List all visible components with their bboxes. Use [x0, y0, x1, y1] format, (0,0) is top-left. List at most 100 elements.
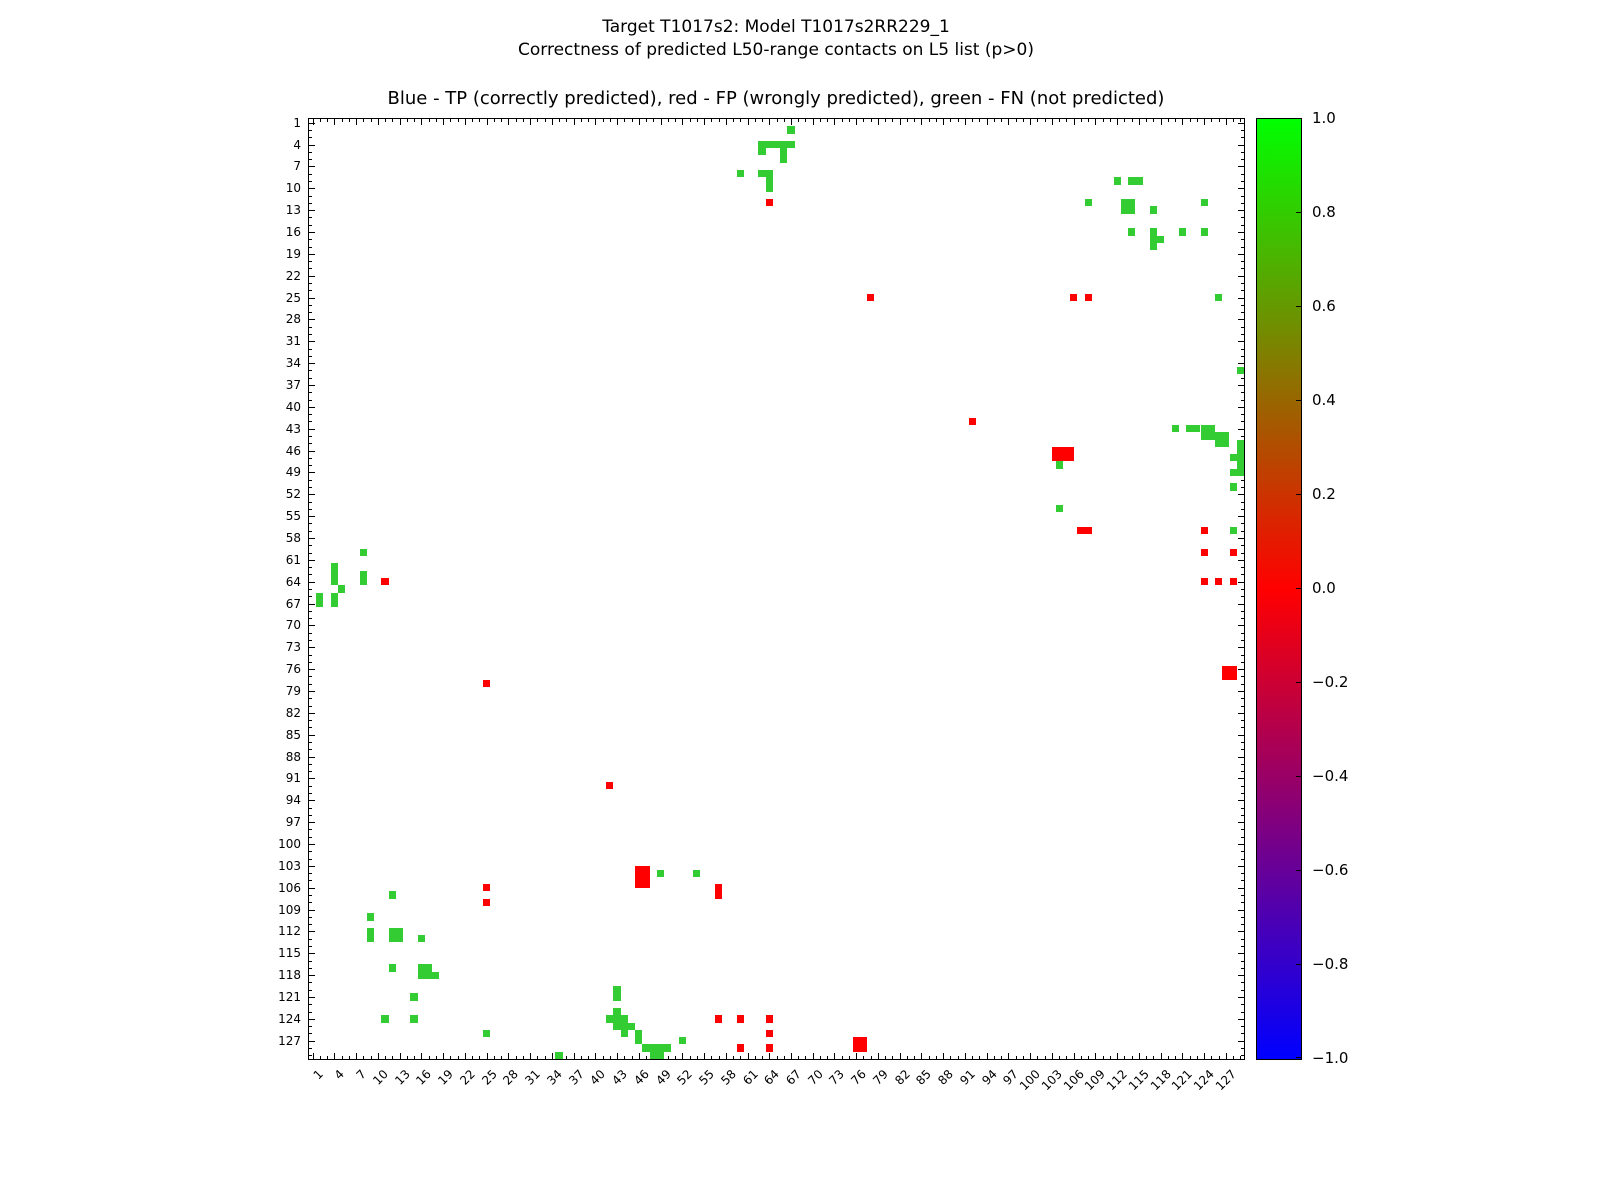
y-minor-tick	[1241, 924, 1244, 926]
contact-marker	[627, 1022, 636, 1030]
y-minor-tick	[1241, 333, 1244, 335]
y-minor-tick	[1241, 727, 1244, 729]
y-minor-tick	[309, 414, 312, 416]
x-minor-tick	[805, 1056, 807, 1059]
x-major-tick	[964, 1053, 966, 1059]
contact-marker	[1084, 199, 1092, 207]
x-major-tick	[660, 119, 662, 125]
contact-marker	[330, 563, 338, 571]
y-major-tick	[1238, 822, 1244, 824]
y-minor-tick	[309, 392, 312, 394]
x-major-tick	[399, 119, 401, 125]
colorbar-tick-label: −0.2	[1312, 673, 1349, 691]
colorbar-tick	[1296, 306, 1301, 307]
x-minor-tick	[602, 1056, 604, 1059]
y-tick-label: 64	[285, 574, 301, 589]
y-tick-label: 28	[285, 312, 301, 327]
x-minor-tick	[522, 119, 524, 122]
y-minor-tick	[1241, 676, 1244, 678]
contact-marker	[482, 1029, 491, 1038]
y-minor-tick	[1241, 202, 1244, 204]
x-major-tick	[1138, 1053, 1140, 1059]
contact-marker	[642, 1044, 650, 1052]
y-minor-tick	[309, 771, 312, 773]
y-major-tick	[309, 865, 315, 867]
x-minor-tick	[1037, 1056, 1039, 1059]
x-minor-tick	[609, 119, 611, 122]
y-minor-tick	[1241, 545, 1244, 547]
contact-marker	[852, 1037, 868, 1052]
y-minor-tick	[309, 312, 312, 314]
x-minor-tick	[428, 1056, 430, 1059]
y-major-tick	[309, 953, 315, 955]
x-minor-tick	[740, 119, 742, 122]
y-minor-tick	[1241, 967, 1244, 969]
x-minor-tick	[348, 119, 350, 122]
contact-marker	[1215, 432, 1223, 440]
y-tick-label: 43	[285, 421, 301, 436]
y-tick-label: 67	[285, 596, 301, 611]
y-minor-tick	[309, 705, 312, 707]
x-major-tick	[1117, 1053, 1119, 1059]
contact-marker	[1200, 527, 1208, 535]
contact-marker	[1229, 548, 1237, 557]
y-major-tick	[309, 319, 315, 321]
contact-marker	[330, 570, 338, 579]
y-minor-tick	[309, 173, 312, 175]
y-minor-tick	[309, 807, 312, 809]
y-minor-tick	[309, 902, 312, 904]
x-minor-tick	[1146, 119, 1148, 122]
y-minor-tick	[309, 676, 312, 678]
x-minor-tick	[450, 119, 452, 122]
y-major-tick	[1238, 975, 1244, 977]
x-minor-tick	[711, 1056, 713, 1059]
y-major-tick	[1238, 494, 1244, 496]
y-major-tick	[1238, 1018, 1244, 1020]
contact-marker	[359, 570, 367, 579]
y-major-tick	[309, 1040, 315, 1042]
y-minor-tick	[309, 727, 312, 729]
x-minor-tick	[1211, 119, 1213, 122]
y-minor-tick	[1241, 552, 1244, 554]
x-minor-tick	[1211, 1056, 1213, 1059]
y-major-tick	[1238, 581, 1244, 583]
x-minor-tick	[1015, 1056, 1017, 1059]
y-minor-tick	[309, 567, 312, 569]
y-minor-tick	[309, 261, 312, 263]
contact-marker	[1222, 665, 1237, 681]
x-minor-tick	[928, 1056, 930, 1059]
contact-marker	[330, 592, 338, 600]
x-minor-tick	[776, 119, 778, 122]
contact-marker	[1200, 578, 1208, 586]
x-minor-tick	[522, 1056, 524, 1059]
x-major-tick	[638, 119, 640, 125]
x-major-tick	[1182, 1053, 1184, 1059]
y-major-tick	[1238, 319, 1244, 321]
y-major-tick	[1238, 865, 1244, 867]
y-minor-tick	[1241, 814, 1244, 816]
y-tick-label: 91	[285, 771, 301, 786]
y-minor-tick	[309, 268, 312, 270]
y-tick-label: 73	[285, 640, 301, 655]
x-minor-tick	[914, 119, 916, 122]
colorbar-tick-label: 0.2	[1312, 485, 1336, 503]
contact-marker	[765, 184, 773, 192]
x-minor-tick	[580, 119, 582, 122]
contact-marker	[1193, 425, 1201, 433]
y-minor-tick	[1241, 705, 1244, 707]
contact-marker	[613, 986, 621, 994]
contact-marker	[656, 1044, 665, 1052]
y-minor-tick	[309, 596, 312, 598]
x-minor-tick	[1080, 119, 1082, 122]
y-minor-tick	[1241, 880, 1244, 882]
y-minor-tick	[1241, 151, 1244, 153]
y-major-tick	[309, 1018, 315, 1020]
x-major-tick	[834, 119, 836, 125]
x-minor-tick	[566, 119, 568, 122]
contact-marker	[1229, 527, 1237, 535]
x-minor-tick	[1066, 1056, 1068, 1059]
y-minor-tick	[309, 246, 312, 248]
x-minor-tick	[515, 119, 517, 122]
y-minor-tick	[1241, 618, 1244, 620]
x-minor-tick	[406, 1056, 408, 1059]
